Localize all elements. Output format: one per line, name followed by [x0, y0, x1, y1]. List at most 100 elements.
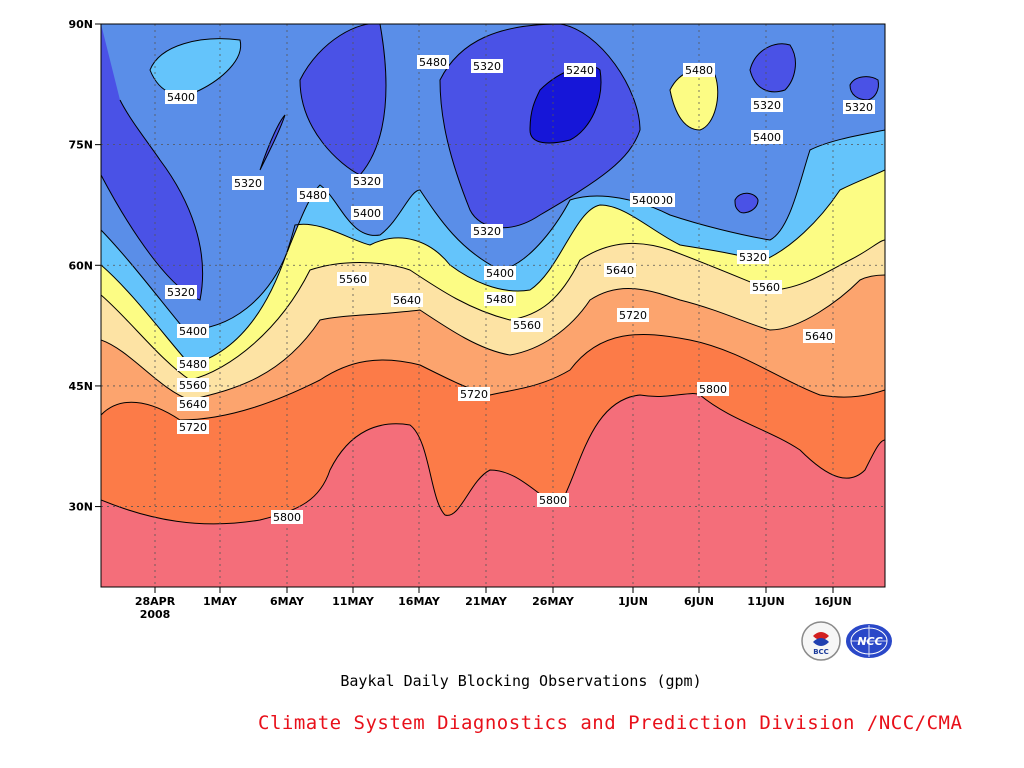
- svg-text:5720: 5720: [619, 309, 647, 322]
- contour-label: 5800: [271, 510, 303, 524]
- x-tick-label: 6JUN: [684, 595, 714, 608]
- contour-line: [734, 192, 759, 214]
- contour-label: 5320: [843, 100, 875, 114]
- svg-text:5720: 5720: [179, 421, 207, 434]
- contour-label: 5400: [484, 266, 516, 280]
- svg-text:5480: 5480: [179, 358, 207, 371]
- contour-label: 5400: [751, 130, 783, 144]
- contour-label: 5320: [471, 224, 503, 238]
- x-tick-label: 11MAY: [332, 595, 375, 608]
- contour-label: 5800: [697, 382, 729, 396]
- x-tick-label: 11JUN: [747, 595, 785, 608]
- svg-text:BCC: BCC: [813, 648, 829, 656]
- y-tick-label: 60N: [68, 259, 93, 272]
- contour-label: 5320: [471, 59, 503, 73]
- contour-band: [101, 24, 203, 300]
- svg-text:5480: 5480: [299, 189, 327, 202]
- contour-label: 5560: [337, 272, 369, 286]
- x-tick-label: 1JUN: [618, 595, 648, 608]
- svg-text:5400: 5400: [353, 207, 381, 220]
- svg-text:5320: 5320: [167, 286, 195, 299]
- svg-text:5640: 5640: [606, 264, 634, 277]
- x-tick-label: 26MAY: [532, 595, 575, 608]
- contour-label: 5480: [417, 55, 449, 69]
- svg-text:5240: 5240: [566, 64, 594, 77]
- contour-label: 5640: [391, 293, 423, 307]
- contour-label: 5320: [751, 98, 783, 112]
- contour-label: 5480: [683, 63, 715, 77]
- contour-label: 5560: [750, 280, 782, 294]
- contour-label: 5720: [177, 420, 209, 434]
- contour-label: 5560: [511, 318, 543, 332]
- x-year-label: 2008: [140, 608, 171, 621]
- contour-label: 5240: [564, 63, 596, 77]
- contour-band: [850, 76, 879, 100]
- svg-text:5800: 5800: [699, 383, 727, 396]
- svg-text:5640: 5640: [805, 330, 833, 343]
- svg-text:5320: 5320: [353, 175, 381, 188]
- y-tick-label: 45N: [68, 380, 93, 393]
- contour-label: 5480: [297, 188, 329, 202]
- contour-label: 5480: [177, 357, 209, 371]
- contour-label: 5640: [177, 397, 209, 411]
- x-tick-label: 1MAY: [203, 595, 238, 608]
- y-tick-label: 90N: [68, 18, 93, 31]
- contour-label: 5560: [177, 378, 209, 392]
- contour-band: [670, 70, 718, 130]
- contour-label: 5640: [803, 329, 835, 343]
- x-tick-label: 16MAY: [398, 595, 441, 608]
- svg-text:5480: 5480: [419, 56, 447, 69]
- contour-line: [259, 114, 286, 171]
- contour-band: [150, 38, 241, 95]
- contour-label: 5320: [737, 250, 769, 264]
- contour-label: 5320: [351, 174, 383, 188]
- svg-text:NCC: NCC: [857, 635, 882, 648]
- x-tick-label: 28APR: [135, 595, 176, 608]
- bcc-logo: BCC: [801, 621, 841, 661]
- contour-label: 5400: [630, 193, 662, 207]
- contour-line: [101, 393, 885, 525]
- contour-label: 5320: [232, 176, 264, 190]
- y-tick-label: 30N: [68, 501, 93, 514]
- svg-text:5560: 5560: [179, 379, 207, 392]
- contour-line: [849, 76, 879, 101]
- contour-label: 5400: [351, 206, 383, 220]
- svg-text:5400: 5400: [632, 194, 660, 207]
- svg-text:5400: 5400: [179, 325, 207, 338]
- contour-label: 5320: [165, 285, 197, 299]
- contour-line: [439, 24, 641, 229]
- axis-ticks: 90N 75N 60N 45N 30N 28APR 1MAY 6MAY 11MAY 16MAY 21…: [68, 18, 851, 621]
- svg-text:5800: 5800: [273, 511, 301, 524]
- svg-text:5560: 5560: [339, 273, 367, 286]
- contour-label: 5400: [177, 324, 209, 338]
- svg-text:5560: 5560: [752, 281, 780, 294]
- y-tick-label: 75N: [68, 139, 93, 152]
- contour-line: [299, 24, 387, 176]
- plot-frame: [100, 23, 886, 588]
- contour-label: 5480: [484, 292, 516, 306]
- svg-text:5480: 5480: [685, 64, 713, 77]
- svg-text:5640: 5640: [393, 294, 421, 307]
- contour-labels: 5400 5320 5240 5480 5320 5320 5400 5320 5400 5320…: [165, 55, 875, 524]
- credit-text: Climate System Diagnostics and Predictio…: [258, 712, 963, 734]
- contour-band: [530, 66, 601, 143]
- svg-text:5320: 5320: [473, 60, 501, 73]
- contour-band: [735, 193, 758, 213]
- svg-text:5320: 5320: [473, 225, 501, 238]
- svg-text:5400: 5400: [486, 267, 514, 280]
- contour-band: [300, 24, 386, 175]
- contour-label: 5640: [604, 263, 636, 277]
- contour-label: 5800: [537, 493, 569, 507]
- svg-text:5320: 5320: [234, 177, 262, 190]
- x-tick-label: 16JUN: [814, 595, 852, 608]
- contour-band: [750, 43, 796, 92]
- ncc-logo: NCC: [846, 624, 892, 658]
- contour-line: [101, 99, 204, 301]
- svg-text:5560: 5560: [513, 319, 541, 332]
- contour-label: 5720: [617, 308, 649, 322]
- contour-label: 5400: [165, 90, 197, 104]
- svg-text:5480: 5480: [486, 293, 514, 306]
- svg-text:5640: 5640: [179, 398, 207, 411]
- svg-text:5320: 5320: [753, 99, 781, 112]
